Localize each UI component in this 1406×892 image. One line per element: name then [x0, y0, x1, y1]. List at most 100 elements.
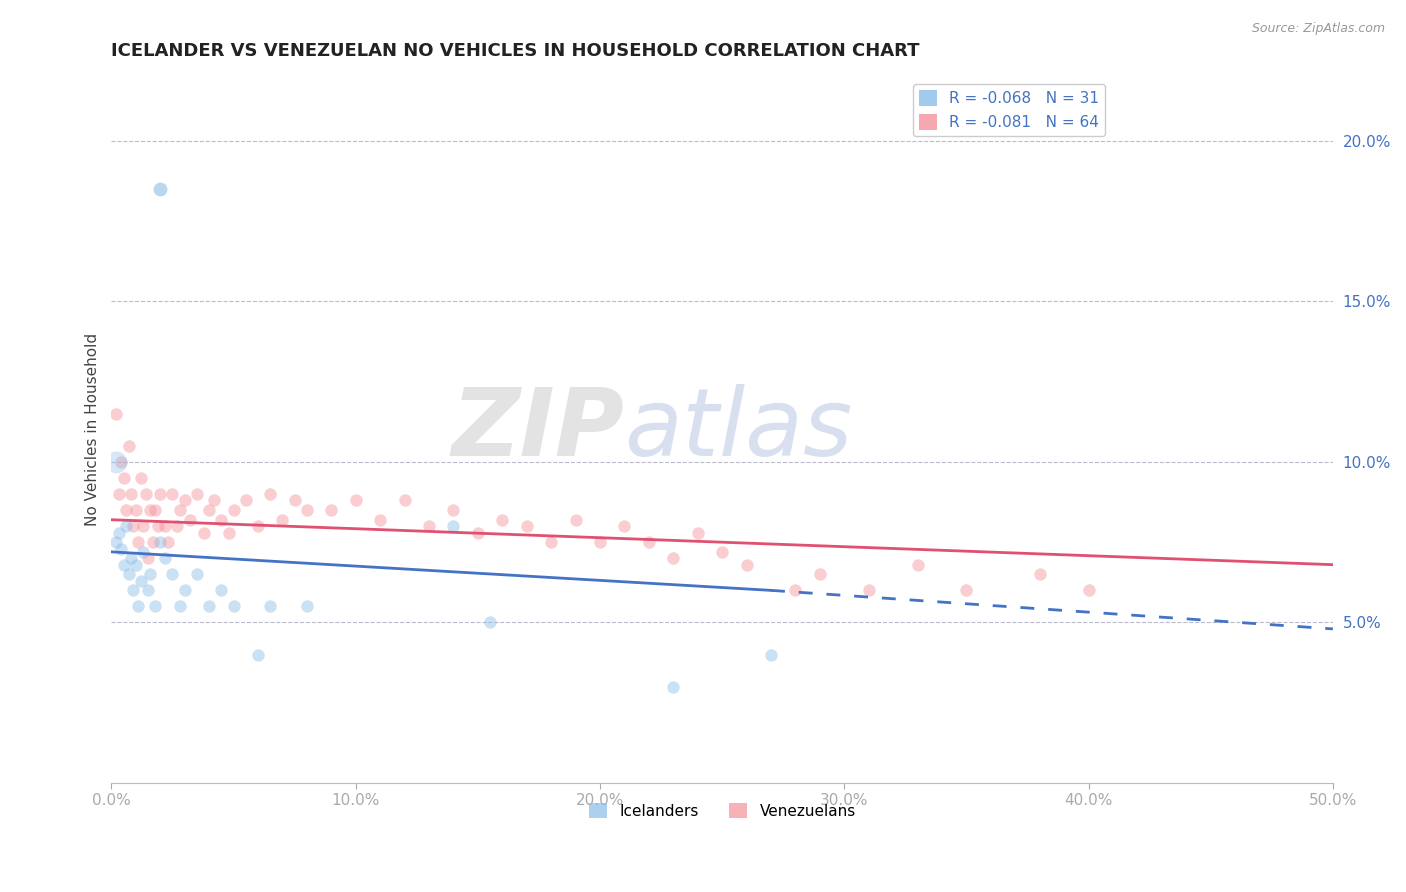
Point [149, 182, 172, 196]
Text: ZIP: ZIP [451, 384, 624, 475]
Point [153, 551, 176, 566]
Point [295, 503, 318, 517]
Point [394, 493, 416, 508]
Point [139, 567, 162, 582]
Point [153, 519, 176, 533]
Point [589, 535, 612, 549]
Point [142, 535, 165, 549]
Point [145, 599, 167, 614]
Text: ICELANDER VS VENEZUELAN NO VEHICLES IN HOUSEHOLD CORRELATION CHART: ICELANDER VS VENEZUELAN NO VEHICLES IN H… [111, 42, 920, 60]
Point [149, 535, 172, 549]
Point [479, 615, 502, 630]
Point [110, 541, 132, 556]
Point [637, 535, 659, 549]
Point [186, 567, 208, 582]
Point [516, 519, 538, 533]
Point [246, 519, 269, 533]
Point [209, 513, 232, 527]
Point [115, 519, 138, 533]
Point [491, 513, 513, 527]
Point [235, 493, 257, 508]
Point [808, 567, 831, 582]
Point [105, 535, 128, 549]
Point [1029, 567, 1052, 582]
Point [125, 503, 148, 517]
Point [218, 525, 240, 540]
Point [107, 487, 129, 501]
Point [110, 455, 132, 469]
Point [145, 503, 167, 517]
Point [209, 583, 232, 598]
Point [132, 519, 155, 533]
Point [1077, 583, 1099, 598]
Point [169, 503, 191, 517]
Point [129, 471, 152, 485]
Point [136, 583, 159, 598]
Text: atlas: atlas [624, 384, 852, 475]
Point [368, 513, 391, 527]
Point [441, 519, 464, 533]
Point [173, 583, 195, 598]
Point [955, 583, 977, 598]
Point [156, 535, 179, 549]
Point [785, 583, 807, 598]
Point [122, 519, 145, 533]
Point [129, 574, 152, 588]
Legend: Icelanders, Venezuelans: Icelanders, Venezuelans [582, 797, 862, 825]
Point [132, 545, 155, 559]
Point [246, 648, 269, 662]
Point [222, 503, 245, 517]
Point [120, 551, 142, 566]
Point [198, 503, 221, 517]
Point [540, 535, 562, 549]
Point [186, 487, 208, 501]
Point [295, 599, 318, 614]
Point [662, 680, 685, 694]
Point [222, 599, 245, 614]
Point [467, 525, 489, 540]
Point [107, 525, 129, 540]
Point [259, 599, 281, 614]
Point [149, 487, 172, 501]
Text: Source: ZipAtlas.com: Source: ZipAtlas.com [1251, 22, 1385, 36]
Point [162, 487, 184, 501]
Point [112, 558, 135, 572]
Point [202, 493, 225, 508]
Point [179, 513, 201, 527]
Point [259, 487, 281, 501]
Point [120, 487, 142, 501]
Point [127, 535, 149, 549]
Point [284, 493, 307, 508]
Point [173, 493, 195, 508]
Y-axis label: No Vehicles in Household: No Vehicles in Household [86, 334, 100, 526]
Point [271, 513, 294, 527]
Point [198, 599, 221, 614]
Point [344, 493, 367, 508]
Point [125, 558, 148, 572]
Point [105, 455, 128, 469]
Point [759, 648, 782, 662]
Point [321, 503, 343, 517]
Point [564, 513, 586, 527]
Point [735, 558, 758, 572]
Point [146, 519, 169, 533]
Point [169, 599, 191, 614]
Point [127, 599, 149, 614]
Point [858, 583, 880, 598]
Point [117, 567, 139, 582]
Point [136, 551, 159, 566]
Point [193, 525, 215, 540]
Point [711, 545, 734, 559]
Point [907, 558, 929, 572]
Point [135, 487, 157, 501]
Point [418, 519, 440, 533]
Point [139, 503, 162, 517]
Point [686, 525, 709, 540]
Point [105, 407, 128, 421]
Point [122, 583, 145, 598]
Point [117, 439, 139, 453]
Point [662, 551, 685, 566]
Point [162, 567, 184, 582]
Point [115, 503, 138, 517]
Point [112, 471, 135, 485]
